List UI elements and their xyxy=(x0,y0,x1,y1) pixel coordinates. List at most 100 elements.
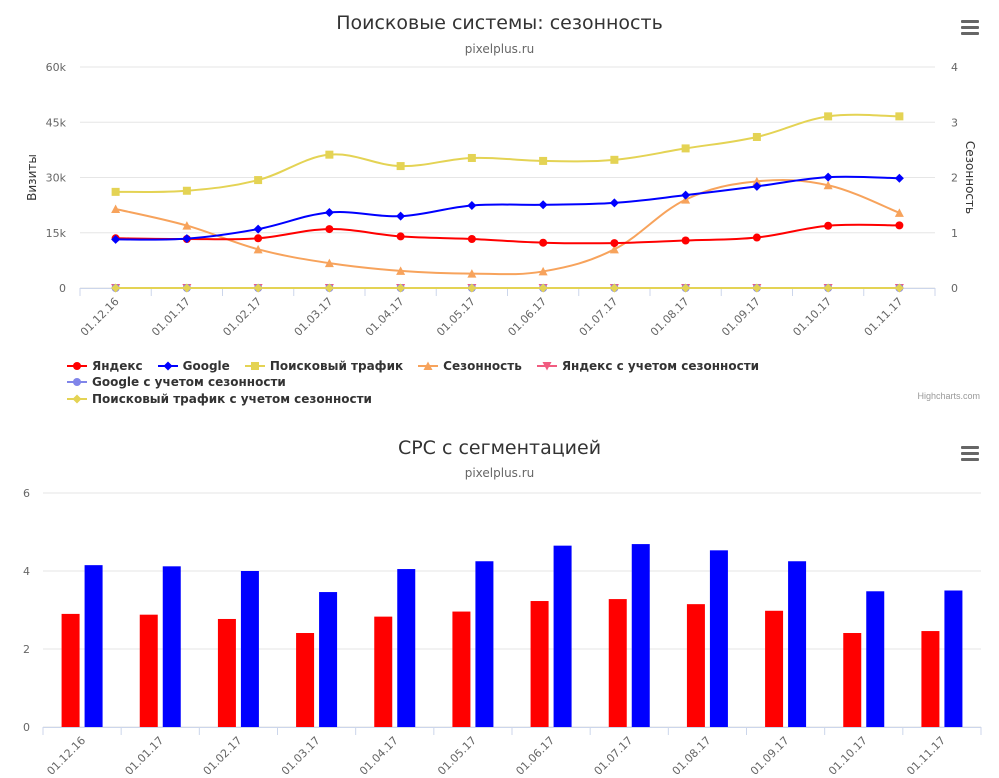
x-tick-label: 01.03.17 xyxy=(292,295,336,339)
diamond-marker xyxy=(609,198,619,208)
diamond-marker xyxy=(396,283,406,293)
triangle-marker xyxy=(894,208,904,217)
y-right-tick-label: 0 xyxy=(951,282,958,295)
diamond-marker xyxy=(467,200,477,210)
triangle-marker xyxy=(182,221,192,230)
hamburger-menu-icon[interactable] xyxy=(961,20,979,36)
series xyxy=(111,172,904,244)
bar xyxy=(217,618,236,727)
triangle-marker xyxy=(609,244,619,254)
series-line xyxy=(115,223,900,245)
diamond-marker xyxy=(681,190,691,200)
diamond-marker xyxy=(253,224,263,234)
bar xyxy=(374,616,393,727)
x-tick-label: 01.04.17 xyxy=(363,295,407,339)
x-tick-label: 01.01.17 xyxy=(123,734,167,778)
circle-marker xyxy=(824,221,833,230)
x-tick-label: 01.05.17 xyxy=(435,734,479,778)
diamond-marker xyxy=(253,283,263,293)
square-marker xyxy=(325,150,334,159)
diamond-marker xyxy=(752,283,762,293)
legend-label: Яндекс xyxy=(92,358,143,373)
circle-marker xyxy=(396,232,405,241)
diamond-marker xyxy=(163,361,173,370)
bar xyxy=(686,604,705,727)
bar xyxy=(61,613,80,727)
legend-label: Google xyxy=(182,358,230,373)
legend-item[interactable]: Яндекс xyxy=(66,358,143,373)
diamond-marker xyxy=(681,283,691,293)
diamond-marker xyxy=(324,283,334,293)
diamond-marker xyxy=(396,211,406,221)
legend-symbol xyxy=(67,361,87,370)
seasonality-chart: Поисковые системы: сезонность pixelplus.… xyxy=(25,12,980,406)
diamond-marker xyxy=(538,200,548,210)
bar-series xyxy=(61,599,940,727)
bar-series xyxy=(84,544,963,727)
bar xyxy=(319,592,338,727)
bar xyxy=(84,565,103,727)
y-right-tick-label: 3 xyxy=(951,116,958,129)
circle-marker xyxy=(73,361,81,370)
series xyxy=(111,283,904,293)
triangle-marker xyxy=(324,258,334,268)
legend-symbol xyxy=(67,378,87,386)
bar xyxy=(240,571,259,727)
legend-symbol xyxy=(157,361,178,370)
square-marker xyxy=(254,176,263,185)
circle-marker xyxy=(681,236,690,245)
x-tick-label: 01.07.17 xyxy=(592,734,636,778)
legend-label: Поисковый трафик с учетом сезонности xyxy=(92,391,372,406)
bar xyxy=(397,569,416,727)
y-tick-label: 30k xyxy=(46,172,67,185)
legend-symbol xyxy=(244,361,265,370)
square-marker xyxy=(752,132,761,141)
legend-item[interactable]: Яндекс с учетом сезонности xyxy=(536,358,759,373)
triangle-down-marker xyxy=(542,361,552,370)
legend-item[interactable]: Поисковый трафик xyxy=(244,358,403,373)
legend-label: Яндекс с учетом сезонности xyxy=(561,358,760,373)
circle-marker xyxy=(73,378,81,386)
legend-item[interactable]: Сезонность xyxy=(417,358,522,373)
circle-marker xyxy=(895,221,904,230)
y-right-tick-label: 2 xyxy=(951,172,958,185)
x-tick-label: 01.11.17 xyxy=(862,295,906,339)
hamburger-menu-icon[interactable] xyxy=(961,446,979,462)
x-tick-label: 01.01.17 xyxy=(149,295,193,339)
bar-chart-plot: 0 2 4 6 01.12.16 01.01.17 01.02.17 01.03.17 01.0… xyxy=(23,487,982,778)
circle-marker xyxy=(254,234,263,243)
x-tick-label: 01.02.17 xyxy=(201,734,245,778)
diamond-marker xyxy=(467,283,477,293)
chart-subtitle: pixelplus.ru xyxy=(464,466,535,480)
legend-item[interactable]: Google xyxy=(157,358,230,373)
circle-marker xyxy=(325,225,334,234)
diamond-marker xyxy=(324,207,334,217)
x-tick-label: 01.12.16 xyxy=(44,734,88,778)
diamond-marker xyxy=(752,181,762,191)
x-tick-label: 01.06.17 xyxy=(513,734,557,778)
x-tick-label: 01.11.17 xyxy=(904,734,948,778)
legend-item[interactable]: Google с учетом сезонности xyxy=(66,375,286,390)
bar xyxy=(553,545,572,727)
y-tick-label: 45k xyxy=(46,116,67,129)
x-tick-label: 01.09.17 xyxy=(748,734,792,778)
x-tick-label: 01.10.17 xyxy=(790,295,834,339)
legend-item[interactable]: Поисковый трафик с учетом сезонности xyxy=(66,391,372,406)
x-tick-label: 01.09.17 xyxy=(719,295,763,339)
x-tick-label: 01.02.17 xyxy=(220,295,264,339)
triangle-marker xyxy=(752,176,762,186)
credits-link[interactable]: Highcharts.com xyxy=(917,391,980,401)
bar xyxy=(765,610,784,727)
y-tick-label: 2 xyxy=(23,643,30,656)
bar xyxy=(475,561,494,727)
y-tick-label: 15k xyxy=(46,227,67,240)
diamond-marker xyxy=(72,394,82,403)
diamond-marker xyxy=(823,172,833,182)
bar xyxy=(944,590,963,727)
x-tick-label: 01.08.17 xyxy=(670,734,714,778)
bar xyxy=(162,566,181,727)
x-tick-label: 01.10.17 xyxy=(826,734,870,778)
diamond-marker xyxy=(111,234,121,244)
triangle-marker xyxy=(253,244,263,254)
square-marker xyxy=(111,187,120,196)
